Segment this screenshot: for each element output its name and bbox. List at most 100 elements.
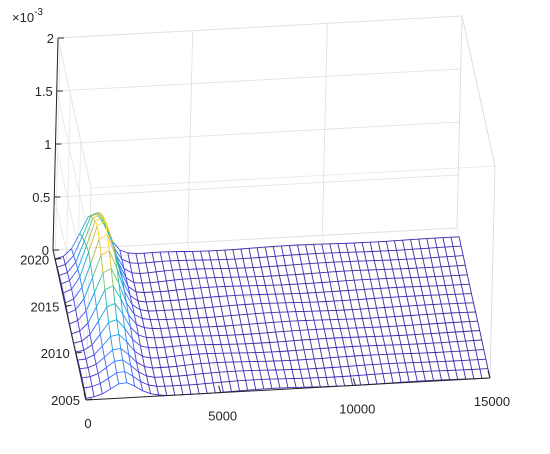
mesh-line-x <box>131 272 141 274</box>
mesh-line-y <box>83 240 87 247</box>
mesh-line-y <box>335 347 339 358</box>
mesh-line-x <box>237 304 246 306</box>
mesh-line-x <box>209 362 218 364</box>
mesh-line-y <box>422 334 426 344</box>
mesh-line-y <box>176 327 180 337</box>
mesh-line-y <box>124 291 127 303</box>
mesh-line-y <box>353 242 357 253</box>
mesh-line-y <box>83 298 87 312</box>
mesh-line-y <box>291 254 294 265</box>
mesh-line-x <box>364 288 373 290</box>
mesh-line-x <box>83 344 93 351</box>
mesh-line-y <box>222 277 226 287</box>
mesh-line-y <box>364 365 368 375</box>
mesh-line-y <box>202 259 206 269</box>
mesh-line-x <box>92 213 102 219</box>
mesh-line-y <box>258 257 262 268</box>
mesh-line-y <box>147 272 151 283</box>
mesh-line-y <box>289 321 293 331</box>
mesh-line-y <box>186 299 190 310</box>
mesh-line-y <box>327 310 331 320</box>
mesh-line-x <box>196 307 205 309</box>
mesh-line-x <box>265 321 274 324</box>
mesh-line-y <box>339 328 343 338</box>
mesh-line-x <box>87 363 97 369</box>
mesh-line-y <box>143 292 147 302</box>
mesh-line-x <box>311 272 320 274</box>
mesh-line-y <box>359 309 363 319</box>
mesh-line-y <box>303 273 307 284</box>
mesh-line-x <box>324 367 333 369</box>
mesh-line-y <box>248 248 252 259</box>
mesh-line-x <box>275 255 284 257</box>
mesh-line-x <box>380 363 389 365</box>
mesh-line-x <box>281 320 290 323</box>
mesh-line-x <box>154 260 163 263</box>
mesh-line-y <box>175 289 179 301</box>
mesh-line-y <box>327 347 331 358</box>
mesh-line-y <box>364 327 368 337</box>
mesh-line-y <box>220 306 224 317</box>
mesh-line-y <box>204 344 208 354</box>
mesh-line-x <box>232 248 241 251</box>
mesh-line-y <box>428 323 432 334</box>
mesh-line-x <box>291 329 300 332</box>
mesh-line-y <box>228 344 232 354</box>
mesh-line-x <box>140 309 149 312</box>
mesh-line-x <box>283 254 292 257</box>
mesh-line-y <box>91 344 95 355</box>
grid-line-y <box>54 47 61 260</box>
mesh-line-x <box>127 286 137 293</box>
mesh-line-y <box>400 344 404 354</box>
mesh-line-x <box>409 380 418 383</box>
mesh-line-x <box>240 247 250 250</box>
mesh-line-x <box>124 328 133 340</box>
mesh-line-y <box>176 366 180 377</box>
mesh-line-y <box>253 379 257 390</box>
mesh-line-y <box>238 352 242 362</box>
mesh-line-x <box>430 256 440 259</box>
mesh-line-x <box>412 248 421 250</box>
mesh-line-y <box>469 360 473 370</box>
mesh-line-y <box>315 368 319 378</box>
mesh-line-y <box>382 297 386 308</box>
mesh-line-x <box>459 350 468 352</box>
mesh-line-x <box>112 285 122 299</box>
mesh-line-y <box>446 256 450 267</box>
mesh-line-x <box>95 356 105 365</box>
mesh-line-x <box>348 365 357 367</box>
mesh-line-y <box>81 287 85 299</box>
mesh-line-x <box>156 270 165 273</box>
mesh-line-x <box>250 257 260 259</box>
mesh-line-y <box>311 273 315 284</box>
mesh-line-y <box>331 367 335 378</box>
mesh-line-y <box>116 372 120 384</box>
mesh-line-y <box>91 386 95 397</box>
mesh-line-y <box>143 327 147 338</box>
mesh-line-y <box>136 362 140 373</box>
mesh-line-y <box>347 328 351 338</box>
mesh-line-y <box>475 350 479 360</box>
mesh-line-y <box>355 289 359 300</box>
mesh-line-y <box>299 330 303 341</box>
mesh-line-y <box>406 259 410 269</box>
mesh-line-y <box>194 260 198 270</box>
mesh-line-y <box>467 350 471 361</box>
mesh-line-x <box>316 367 325 369</box>
mesh-line-x <box>85 396 95 399</box>
mesh-line-x <box>124 371 133 377</box>
mesh-line-x <box>446 255 456 258</box>
mesh-line-x <box>75 240 85 263</box>
mesh-line-y <box>426 238 430 249</box>
mesh-line-x <box>186 298 195 300</box>
mesh-line-y <box>99 383 103 394</box>
mesh-line-x <box>152 251 161 254</box>
grid-line-z <box>52 227 458 251</box>
mesh-line-x <box>301 263 310 265</box>
mesh-line-x <box>174 278 183 281</box>
mesh-line-y <box>404 249 408 260</box>
mesh-line-y <box>432 267 436 277</box>
mesh-line-x <box>342 299 351 302</box>
mesh-line-y <box>126 341 130 355</box>
